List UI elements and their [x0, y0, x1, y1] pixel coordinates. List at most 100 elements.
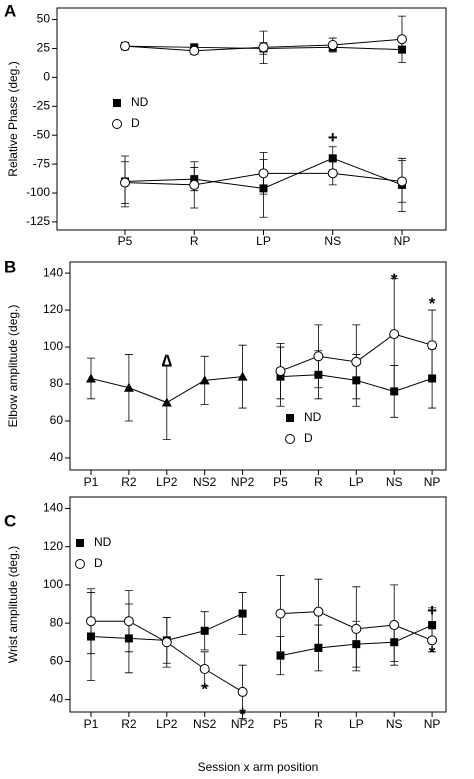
marker-square [124, 634, 133, 643]
marker-circle [123, 616, 134, 627]
marker-circle [313, 351, 324, 362]
y-tick-label: -75 [33, 156, 51, 170]
y-tick-label: 120 [43, 302, 63, 316]
panel-label: A [4, 1, 16, 20]
y-tick-label: -50 [33, 127, 51, 141]
y-tick-label: 140 [43, 265, 63, 279]
marker-triangle [123, 382, 134, 392]
marker-circle [275, 608, 286, 619]
marker-circle [189, 179, 200, 190]
x-tick-label: NS [324, 234, 341, 248]
marker-square [276, 372, 285, 381]
marker-square [398, 45, 406, 54]
marker-square [390, 638, 399, 647]
x-tick-label: LP2 [156, 475, 178, 489]
marker-square [276, 651, 285, 660]
marker-circle [86, 616, 96, 627]
plot-frame [56, 7, 447, 231]
marker-triangle [86, 373, 96, 383]
plot-frame [69, 261, 447, 471]
marker-square [428, 374, 437, 383]
legend-marker [112, 119, 122, 129]
x-tick-label: NP2 [231, 475, 255, 489]
annotation: * [391, 270, 398, 289]
x-tick-label: LP [256, 234, 271, 248]
marker-circle [427, 340, 438, 351]
marker-square [87, 632, 95, 641]
x-tick-label: P5 [273, 475, 288, 489]
x-tick-label: NS [386, 717, 403, 731]
legend-marker [113, 99, 121, 107]
y-tick-label: 120 [43, 539, 63, 553]
y-tick-label: 60 [50, 654, 64, 668]
annotation: * [429, 643, 436, 662]
marker-square [352, 376, 361, 385]
marker-circle [389, 329, 400, 340]
y-tick-label: 0 [43, 70, 50, 84]
y-tick-label: 60 [50, 413, 64, 427]
annotation: * [201, 680, 208, 699]
y-tick-label: -125 [26, 214, 50, 228]
x-tick-label: R2 [121, 717, 137, 731]
y-axis-title: Relative Phase (deg.) [6, 61, 20, 176]
marker-circle [258, 168, 269, 179]
y-tick-label: 40 [50, 450, 64, 464]
panel-label: C [4, 511, 16, 530]
marker-square [238, 609, 247, 618]
marker-circle [275, 366, 286, 377]
legend-label: D [304, 431, 313, 445]
marker-triangle [199, 375, 210, 385]
marker-square [200, 626, 209, 635]
x-tick-label: NP2 [231, 717, 255, 731]
marker-circle [327, 40, 338, 50]
y-tick-label: 100 [43, 577, 63, 591]
legend-label: D [131, 116, 140, 130]
marker-circle [120, 41, 130, 52]
x-tick-label: R [314, 717, 323, 731]
annotation: + [328, 128, 338, 147]
marker-circle [351, 623, 362, 634]
plot-frame [69, 496, 447, 713]
marker-circle [389, 620, 400, 631]
marker-triangle [237, 371, 248, 381]
annotation: ∆ [162, 351, 173, 370]
legend-marker [75, 559, 85, 569]
marker-square [328, 154, 337, 163]
legend-label: ND [304, 410, 322, 424]
y-tick-label: 100 [43, 339, 63, 353]
marker-circle [199, 664, 210, 674]
marker-circle [313, 606, 324, 617]
y-axis-title: Elbow amplitude (deg.) [6, 305, 20, 428]
marker-circle [397, 176, 407, 187]
marker-circle [427, 635, 438, 646]
annotation: + [427, 601, 437, 620]
y-tick-label: -100 [26, 185, 50, 199]
x-tick-label: LP [349, 475, 364, 489]
y-tick-label: 80 [50, 615, 64, 629]
x-tick-label: LP2 [156, 717, 178, 731]
x-axis-title: Session x arm position [198, 760, 319, 774]
y-tick-label: 40 [50, 692, 64, 706]
marker-circle [120, 177, 130, 188]
legend-label: ND [131, 95, 149, 109]
marker-square [314, 643, 323, 652]
marker-circle [237, 686, 248, 697]
x-tick-label: NS2 [193, 717, 217, 731]
x-tick-label: P1 [84, 475, 99, 489]
x-tick-label: LP [349, 717, 364, 731]
y-tick-label: 25 [37, 41, 51, 55]
y-axis-title: Wrist amplitude (deg.) [6, 546, 20, 663]
marker-triangle [161, 397, 172, 407]
y-tick-label: -25 [33, 98, 51, 112]
marker-square [259, 184, 268, 193]
x-tick-label: R [190, 234, 199, 248]
marker-circle [258, 42, 269, 53]
legend-marker [285, 434, 295, 444]
x-tick-label: NS2 [193, 475, 217, 489]
x-tick-label: NP [424, 717, 441, 731]
annotation: * [429, 294, 436, 313]
marker-square [314, 370, 323, 379]
x-tick-label: P5 [118, 234, 133, 248]
